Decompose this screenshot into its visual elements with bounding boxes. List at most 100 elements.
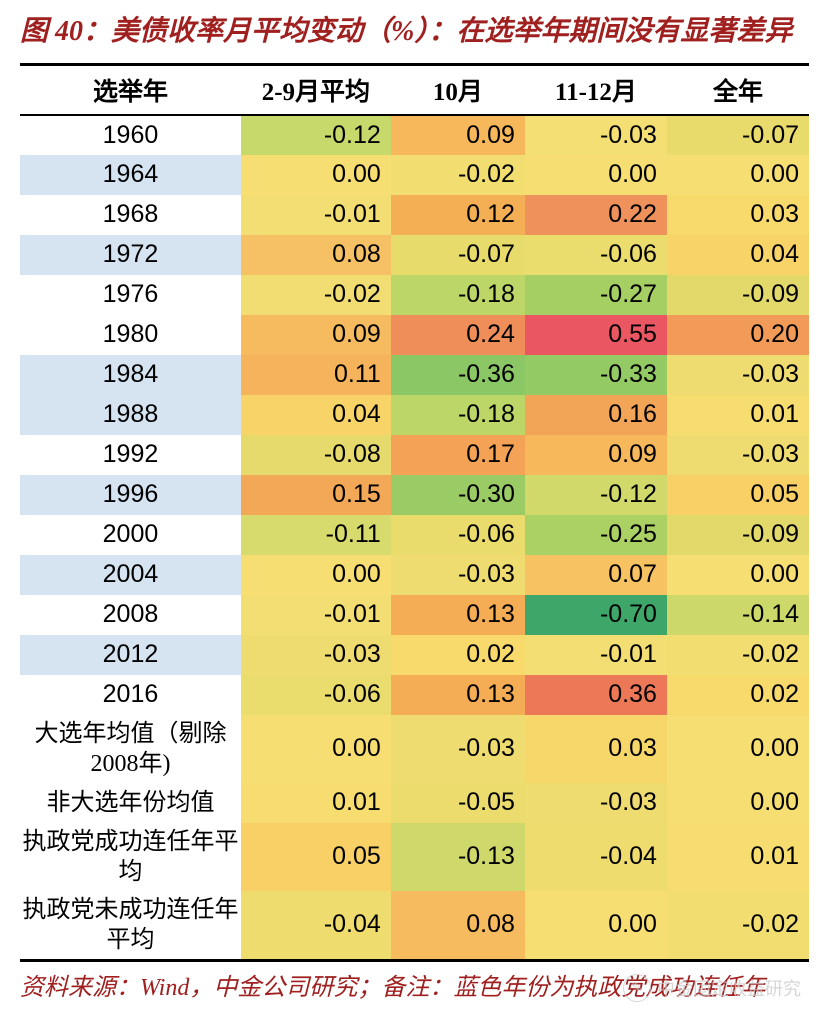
row-label: 1964 xyxy=(20,155,241,195)
figure-title-text: 美债收率月平均变动（%）：在选举年期间没有显著差异 xyxy=(111,16,792,47)
figure-number: 图 40： xyxy=(20,16,111,47)
row-label: 2012 xyxy=(20,635,241,675)
data-cell: 0.13 xyxy=(391,595,525,635)
data-cell: -0.07 xyxy=(667,115,809,155)
col-header: 10月 xyxy=(391,64,525,115)
col-header: 选举年 xyxy=(20,64,241,115)
data-cell: -0.02 xyxy=(667,891,809,961)
table-row: 19720.08-0.07-0.060.04 xyxy=(20,235,809,275)
row-label: 2000 xyxy=(20,515,241,555)
data-cell: -0.06 xyxy=(241,675,391,715)
data-cell: -0.06 xyxy=(391,515,525,555)
data-cell: 0.02 xyxy=(391,635,525,675)
row-label: 1968 xyxy=(20,195,241,235)
data-cell: -0.03 xyxy=(667,435,809,475)
data-cell: 0.13 xyxy=(391,675,525,715)
data-cell: -0.25 xyxy=(525,515,667,555)
figure-title: 图 40：美债收率月平均变动（%）：在选举年期间没有显著差异 xyxy=(20,12,809,53)
table-row: 1960-0.120.09-0.03-0.07 xyxy=(20,115,809,155)
watermark-icon: ✎ xyxy=(623,974,651,1002)
data-cell: 0.07 xyxy=(525,555,667,595)
data-cell: 0.11 xyxy=(241,355,391,395)
data-cell: 0.03 xyxy=(525,715,667,783)
table-row: 1968-0.010.120.220.03 xyxy=(20,195,809,235)
row-label: 2004 xyxy=(20,555,241,595)
data-cell: -0.03 xyxy=(391,715,525,783)
data-cell: -0.01 xyxy=(241,595,391,635)
data-cell: 0.09 xyxy=(241,315,391,355)
table-row: 1976-0.02-0.18-0.27-0.09 xyxy=(20,275,809,315)
table-row: 2000-0.11-0.06-0.25-0.09 xyxy=(20,515,809,555)
table-row: 19880.04-0.180.160.01 xyxy=(20,395,809,435)
data-cell: 0.05 xyxy=(241,823,391,891)
data-cell: -0.11 xyxy=(241,515,391,555)
watermark-text: 中金固定收益研究 xyxy=(657,975,801,1001)
data-cell: 0.04 xyxy=(667,235,809,275)
data-cell: -0.18 xyxy=(391,395,525,435)
data-cell: 0.36 xyxy=(525,675,667,715)
data-cell: -0.06 xyxy=(525,235,667,275)
data-cell: 0.04 xyxy=(241,395,391,435)
data-cell: -0.30 xyxy=(391,475,525,515)
data-cell: 0.01 xyxy=(667,395,809,435)
data-cell: 0.02 xyxy=(667,675,809,715)
data-cell: 0.08 xyxy=(391,891,525,961)
data-cell: 0.01 xyxy=(667,823,809,891)
data-cell: 0.00 xyxy=(667,555,809,595)
watermark: ✎ 中金固定收益研究 xyxy=(623,974,801,1002)
data-cell: -0.03 xyxy=(391,555,525,595)
row-label: 执政党成功连任年平均 xyxy=(20,823,241,891)
row-label: 2008 xyxy=(20,595,241,635)
data-cell: 0.15 xyxy=(241,475,391,515)
table-row: 2012-0.030.02-0.01-0.02 xyxy=(20,635,809,675)
table-header-row: 选举年2-9月平均10月11-12月全年 xyxy=(20,64,809,115)
data-cell: 0.08 xyxy=(241,235,391,275)
data-cell: 0.00 xyxy=(241,155,391,195)
data-cell: -0.27 xyxy=(525,275,667,315)
row-label: 1992 xyxy=(20,435,241,475)
data-cell: -0.01 xyxy=(241,195,391,235)
col-header: 全年 xyxy=(667,64,809,115)
data-cell: -0.12 xyxy=(525,475,667,515)
data-cell: -0.09 xyxy=(667,275,809,315)
row-label: 1972 xyxy=(20,235,241,275)
table-row: 20040.00-0.030.070.00 xyxy=(20,555,809,595)
data-cell: -0.03 xyxy=(241,635,391,675)
data-cell: 0.00 xyxy=(667,715,809,783)
table-row: 19800.090.240.550.20 xyxy=(20,315,809,355)
data-cell: -0.02 xyxy=(667,635,809,675)
row-label: 2016 xyxy=(20,675,241,715)
table-row: 执政党成功连任年平均0.05-0.13-0.040.01 xyxy=(20,823,809,891)
table-row: 1992-0.080.170.09-0.03 xyxy=(20,435,809,475)
data-cell: 0.00 xyxy=(525,155,667,195)
data-cell: 0.00 xyxy=(667,155,809,195)
data-cell: -0.04 xyxy=(525,823,667,891)
data-cell: -0.70 xyxy=(525,595,667,635)
data-cell: 0.24 xyxy=(391,315,525,355)
data-cell: 0.55 xyxy=(525,315,667,355)
data-cell: -0.36 xyxy=(391,355,525,395)
row-label: 非大选年份均值 xyxy=(20,783,241,823)
row-label: 1996 xyxy=(20,475,241,515)
data-cell: 0.20 xyxy=(667,315,809,355)
table-row: 19840.11-0.36-0.33-0.03 xyxy=(20,355,809,395)
data-cell: 0.17 xyxy=(391,435,525,475)
data-cell: -0.05 xyxy=(391,783,525,823)
data-cell: -0.03 xyxy=(525,783,667,823)
data-cell: 0.00 xyxy=(525,891,667,961)
data-cell: -0.09 xyxy=(667,515,809,555)
row-label: 大选年均值（剔除2008年) xyxy=(20,715,241,783)
data-cell: -0.33 xyxy=(525,355,667,395)
table-row: 大选年均值（剔除2008年)0.00-0.030.030.00 xyxy=(20,715,809,783)
table-row: 19640.00-0.020.000.00 xyxy=(20,155,809,195)
table-row: 执政党未成功连任年平均-0.040.080.00-0.02 xyxy=(20,891,809,961)
data-cell: -0.13 xyxy=(391,823,525,891)
data-cell: -0.02 xyxy=(241,275,391,315)
row-label: 1988 xyxy=(20,395,241,435)
row-label: 1984 xyxy=(20,355,241,395)
data-cell: -0.03 xyxy=(667,355,809,395)
data-cell: 0.09 xyxy=(525,435,667,475)
row-label: 执政党未成功连任年平均 xyxy=(20,891,241,961)
row-label: 1960 xyxy=(20,115,241,155)
row-label: 1976 xyxy=(20,275,241,315)
